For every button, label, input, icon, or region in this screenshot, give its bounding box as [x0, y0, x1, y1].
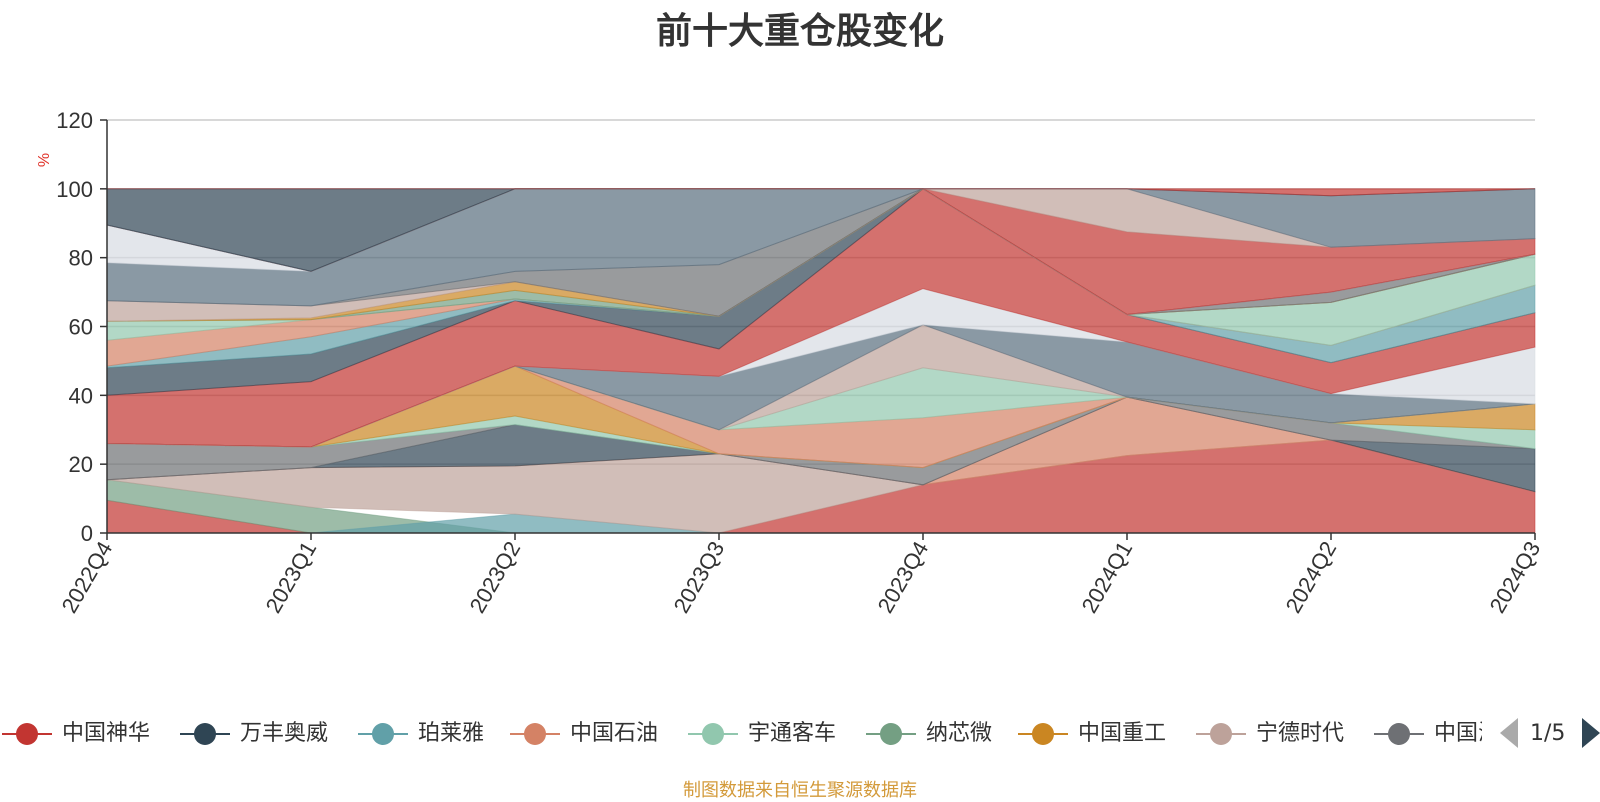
- area-bands: [106, 188, 1536, 534]
- y-tick-label-3: 60: [69, 315, 93, 340]
- x-tick-label-2: 2023Q2: [465, 537, 526, 617]
- legend-circle-icon: [1032, 723, 1054, 745]
- legend-item-4[interactable]: 宇通客车: [688, 704, 866, 764]
- legend-circle-icon: [524, 723, 546, 745]
- chart-title: 前十大重仓股变化: [655, 11, 944, 52]
- y-tick-label-5: 100: [56, 177, 93, 202]
- y-tick-label-4: 80: [69, 246, 93, 271]
- legend-item-2[interactable]: 珀莱雅: [358, 704, 510, 764]
- x-tick-label-1: 2023Q1: [261, 537, 322, 617]
- legend-item-3[interactable]: 中国石油: [510, 704, 688, 764]
- legend-next-page-icon[interactable]: [1582, 718, 1600, 748]
- y-tick-label-6: 120: [56, 108, 93, 133]
- legend-circle-icon: [16, 723, 38, 745]
- legend-page-indicator: 1/5: [1530, 721, 1566, 746]
- x-tick-label-3: 2023Q3: [669, 537, 730, 617]
- legend-label: 纳芯微: [926, 721, 993, 746]
- legend: 中国神华 万丰奥威 珀莱雅 中国石油 宇通客车 纳芯微 中国重工 宁德时代 中国海油 1/5: [0, 704, 1600, 764]
- legend-circle-icon: [372, 723, 394, 745]
- x-tick-label-6: 2024Q2: [1281, 537, 1342, 617]
- legend-label: 中国石油: [570, 721, 659, 746]
- legend-item-6[interactable]: 中国重工: [1018, 704, 1196, 764]
- area-band-29: [107, 188, 1536, 197]
- legend-items: 中国神华 万丰奥威 珀莱雅 中国石油 宇通客车 纳芯微 中国重工 宁德时代 中国海油: [0, 704, 1482, 764]
- y-tick-label-2: 40: [69, 383, 93, 408]
- data-source-note: 制图数据来自恒生聚源数据库: [683, 780, 917, 801]
- x-tick-label-5: 2024Q1: [1077, 537, 1138, 617]
- legend-circle-icon: [194, 723, 216, 745]
- legend-item-1[interactable]: 万丰奥威: [180, 704, 358, 764]
- legend-label: 宇通客车: [748, 721, 837, 746]
- legend-label: 宁德时代: [1256, 721, 1345, 746]
- x-tick-label-7: 2024Q3: [1485, 537, 1546, 617]
- x-tick-label-0: 2022Q4: [57, 537, 118, 617]
- legend-circle-icon: [1210, 723, 1232, 745]
- legend-item-0[interactable]: 中国神华: [2, 704, 180, 764]
- y-tick-label-1: 20: [69, 452, 93, 477]
- legend-circle-icon: [880, 723, 902, 745]
- stacked-area-chart: 0 20 40 60 80 100 120 2022Q4 2023Q1 2023Q2 2023Q3 2…: [36, 108, 1546, 617]
- y-tick-label-0: 0: [81, 521, 93, 546]
- legend-circle-icon: [702, 723, 724, 745]
- legend-label: 中国神华: [62, 721, 151, 746]
- legend-item-5[interactable]: 纳芯微: [866, 704, 1018, 764]
- legend-item-7[interactable]: 宁德时代: [1196, 704, 1374, 764]
- legend-label: 中国重工: [1078, 721, 1167, 746]
- x-tick-label-4: 2023Q4: [873, 537, 934, 617]
- legend-item-8[interactable]: 中国海油: [1374, 704, 1482, 764]
- legend-label: 珀莱雅: [418, 721, 485, 746]
- legend-prev-page-icon[interactable]: [1500, 718, 1518, 748]
- legend-label: 中国海油: [1434, 721, 1482, 746]
- legend-circle-icon: [1388, 723, 1410, 745]
- y-axis-unit-label: %: [36, 153, 53, 167]
- legend-label: 万丰奥威: [240, 721, 329, 746]
